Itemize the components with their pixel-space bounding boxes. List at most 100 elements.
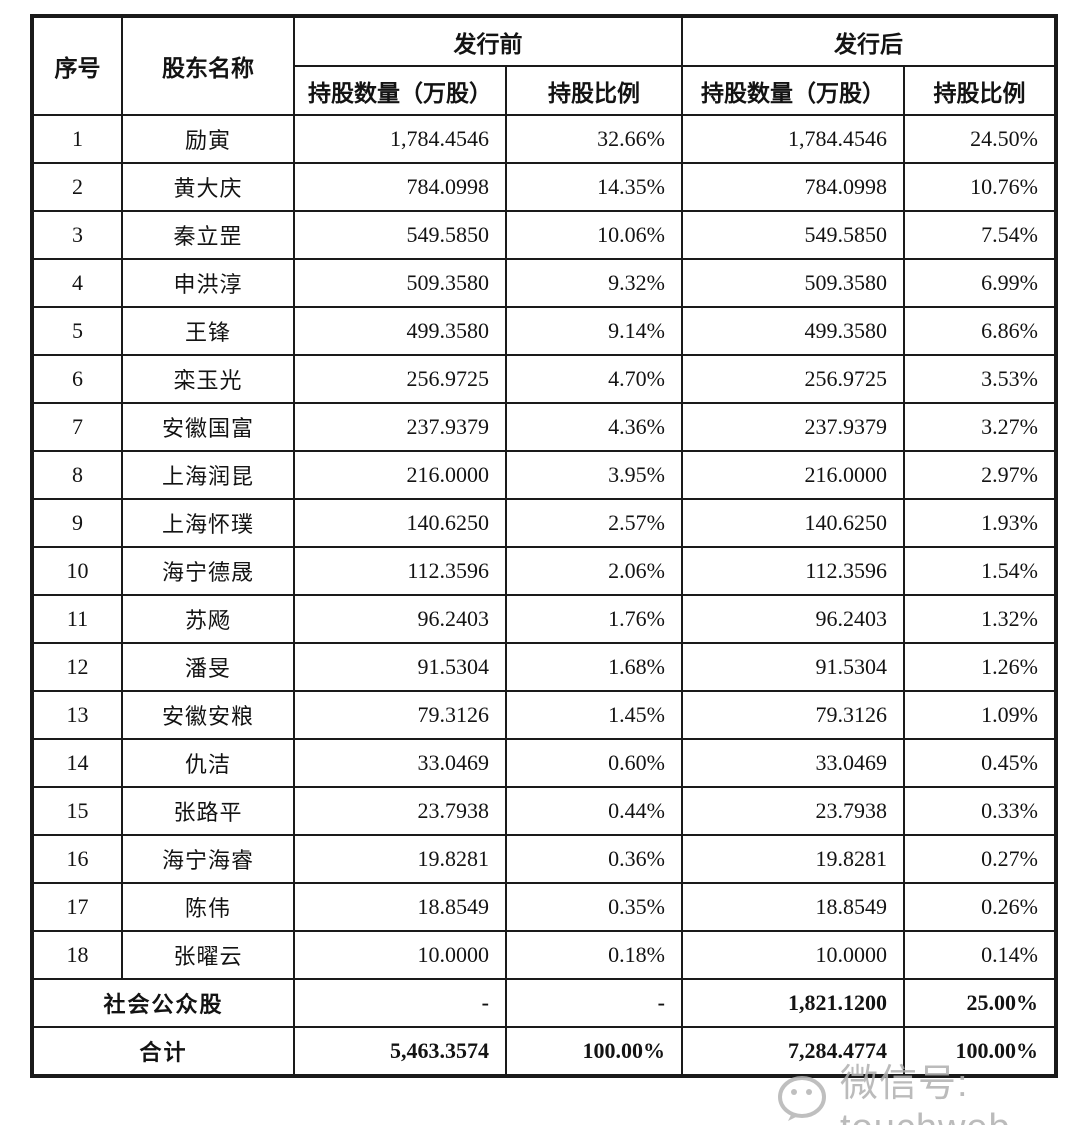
before-ratio: 9.14% — [505, 306, 683, 356]
total-row: 合计 5,463.3574 100.00% 7,284.4774 100.00% — [31, 1026, 1057, 1077]
before-ratio: 0.35% — [505, 882, 683, 932]
after-quantity: 91.5304 — [681, 642, 905, 692]
shareholder-name: 上海怀璞 — [121, 498, 295, 548]
shareholder-name: 王锋 — [121, 306, 295, 356]
table-summary: 社会公众股 - - 1,821.1200 25.00% 合计 5,463.357… — [31, 978, 1057, 1077]
row-index: 11 — [31, 594, 123, 644]
before-quantity: 549.5850 — [293, 210, 507, 260]
before-quantity: 237.9379 — [293, 402, 507, 452]
before-quantity: 1,784.4546 — [293, 114, 507, 164]
header-before-quantity: 持股数量（万股） — [293, 65, 507, 116]
row-index: 3 — [31, 210, 123, 260]
before-quantity: 33.0469 — [293, 738, 507, 788]
after-ratio: 0.45% — [903, 738, 1057, 788]
after-ratio: 2.97% — [903, 450, 1057, 500]
row-index: 13 — [31, 690, 123, 740]
after-quantity: 216.0000 — [681, 450, 905, 500]
shareholder-name: 张路平 — [121, 786, 295, 836]
table-row: 17 陈伟 18.8549 0.35% 18.8549 0.26% — [31, 882, 1057, 932]
after-quantity: 33.0469 — [681, 738, 905, 788]
total-before-ratio: 100.00% — [505, 1026, 683, 1077]
table-row: 2 黄大庆 784.0998 14.35% 784.0998 10.76% — [31, 162, 1057, 212]
table-header: 序号 股东名称 发行前 发行后 持股数量（万股） 持股比例 持股数量（万股） 持… — [31, 15, 1057, 116]
header-row-groups: 序号 股东名称 发行前 发行后 — [31, 15, 1057, 116]
header-index: 序号 — [31, 15, 123, 116]
before-quantity: 19.8281 — [293, 834, 507, 884]
before-ratio: 2.06% — [505, 546, 683, 596]
row-index: 10 — [31, 546, 123, 596]
before-quantity: 91.5304 — [293, 642, 507, 692]
total-label: 合计 — [31, 1026, 295, 1077]
shareholder-name: 潘旻 — [121, 642, 295, 692]
shareholder-name: 安徽安粮 — [121, 690, 295, 740]
total-before-quantity: 5,463.3574 — [293, 1026, 507, 1077]
table-row: 3 秦立罡 549.5850 10.06% 549.5850 7.54% — [31, 210, 1057, 260]
after-quantity: 19.8281 — [681, 834, 905, 884]
before-ratio: 3.95% — [505, 450, 683, 500]
shareholder-name: 黄大庆 — [121, 162, 295, 212]
header-before-ratio: 持股比例 — [505, 65, 683, 116]
total-after-quantity: 7,284.4774 — [681, 1026, 905, 1077]
after-quantity: 112.3596 — [681, 546, 905, 596]
table-row: 13 安徽安粮 79.3126 1.45% 79.3126 1.09% — [31, 690, 1057, 740]
before-ratio: 32.66% — [505, 114, 683, 164]
after-quantity: 140.6250 — [681, 498, 905, 548]
after-quantity: 23.7938 — [681, 786, 905, 836]
shareholder-name: 张曜云 — [121, 930, 295, 980]
before-quantity: 784.0998 — [293, 162, 507, 212]
after-ratio: 1.09% — [903, 690, 1057, 740]
header-row-columns: 持股数量（万股） 持股比例 持股数量（万股） 持股比例 — [32, 65, 1057, 116]
header-after-ratio: 持股比例 — [903, 65, 1057, 116]
shareholder-name: 栾玉光 — [121, 354, 295, 404]
total-after-ratio: 100.00% — [903, 1026, 1057, 1077]
after-quantity: 10.0000 — [681, 930, 905, 980]
shareholder-name: 海宁德晟 — [121, 546, 295, 596]
after-quantity: 237.9379 — [681, 402, 905, 452]
table-row: 14 仇洁 33.0469 0.60% 33.0469 0.45% — [31, 738, 1057, 788]
after-ratio: 0.27% — [903, 834, 1057, 884]
table-row: 15 张路平 23.7938 0.44% 23.7938 0.33% — [31, 786, 1057, 836]
before-quantity: 10.0000 — [293, 930, 507, 980]
before-ratio: 4.70% — [505, 354, 683, 404]
after-quantity: 18.8549 — [681, 882, 905, 932]
shareholder-table: 序号 股东名称 发行前 发行后 持股数量（万股） 持股比例 持股数量（万股） 持… — [30, 14, 1058, 1078]
before-ratio: 1.76% — [505, 594, 683, 644]
before-ratio: 2.57% — [505, 498, 683, 548]
after-ratio: 0.26% — [903, 882, 1057, 932]
before-ratio: 10.06% — [505, 210, 683, 260]
before-ratio: 0.18% — [505, 930, 683, 980]
after-quantity: 96.2403 — [681, 594, 905, 644]
shareholder-name: 秦立罡 — [121, 210, 295, 260]
row-index: 8 — [31, 450, 123, 500]
after-quantity: 784.0998 — [681, 162, 905, 212]
before-ratio: 1.68% — [505, 642, 683, 692]
shareholder-name: 励寅 — [121, 114, 295, 164]
after-quantity: 79.3126 — [681, 690, 905, 740]
row-index: 2 — [31, 162, 123, 212]
before-quantity: 18.8549 — [293, 882, 507, 932]
row-index: 7 — [31, 402, 123, 452]
header-group-before: 发行前 — [293, 15, 683, 67]
before-quantity: 79.3126 — [293, 690, 507, 740]
after-ratio: 1.26% — [903, 642, 1057, 692]
before-ratio: 0.60% — [505, 738, 683, 788]
before-quantity: 96.2403 — [293, 594, 507, 644]
after-ratio: 7.54% — [903, 210, 1057, 260]
table-row: 12 潘旻 91.5304 1.68% 91.5304 1.26% — [31, 642, 1057, 692]
shareholder-name: 申洪淳 — [121, 258, 295, 308]
table-row: 10 海宁德晟 112.3596 2.06% 112.3596 1.54% — [31, 546, 1057, 596]
before-quantity: 23.7938 — [293, 786, 507, 836]
shareholder-name: 陈伟 — [121, 882, 295, 932]
after-ratio: 6.99% — [903, 258, 1057, 308]
public-before-ratio: - — [505, 978, 683, 1028]
after-quantity: 549.5850 — [681, 210, 905, 260]
after-ratio: 10.76% — [903, 162, 1057, 212]
after-ratio: 24.50% — [903, 114, 1057, 164]
row-index: 9 — [31, 498, 123, 548]
table-row: 4 申洪淳 509.3580 9.32% 509.3580 6.99% — [31, 258, 1057, 308]
before-quantity: 509.3580 — [293, 258, 507, 308]
header-group-after: 发行后 — [681, 15, 1057, 67]
after-ratio: 1.32% — [903, 594, 1057, 644]
before-ratio: 0.36% — [505, 834, 683, 884]
